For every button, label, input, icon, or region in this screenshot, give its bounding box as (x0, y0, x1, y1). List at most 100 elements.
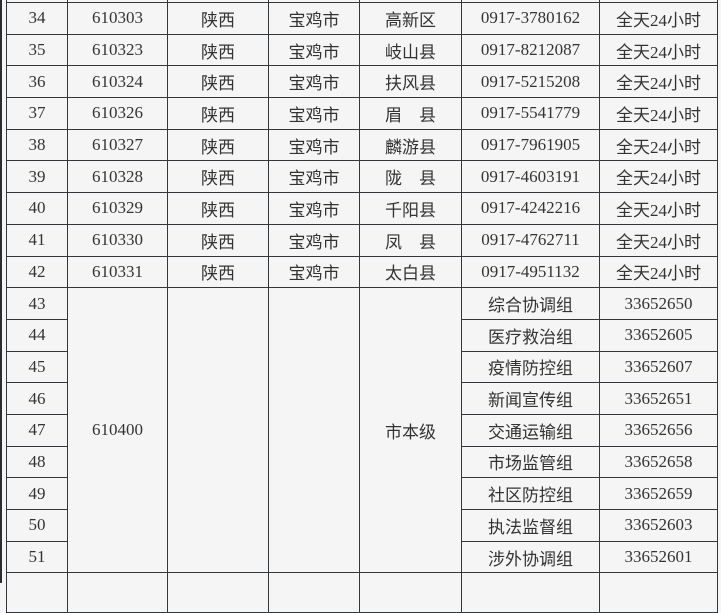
hours-cell: 全天24小时 (599, 192, 718, 225)
merged-empty-province-cell (167, 287, 269, 574)
phone-cell: 0917-5215208 (461, 65, 600, 99)
seq-cell: 34 (6, 2, 68, 35)
province-cell: 陕西 (167, 128, 269, 162)
table-row: 39 610328 陕西 宝鸡市 陇 县 0917-4603191 全天24小时 (6, 160, 718, 194)
code-cell: 610330 (67, 223, 168, 257)
group-cell: 社区防控组 (461, 477, 600, 510)
seq-cell: 38 (6, 128, 68, 162)
province-cell: 陕西 (167, 2, 269, 35)
table-row: 48 市场监管组 33652658 (6, 445, 718, 479)
hours-cell: 全天24小时 (599, 128, 718, 162)
seq-cell: 45 (6, 350, 68, 384)
hours-cell (599, 0, 718, 3)
table-row: 36 610324 陕西 宝鸡市 扶风县 0917-5215208 全天24小时 (6, 65, 718, 99)
table-row: 35 610323 陕西 宝鸡市 岐山县 0917-8212087 全天24小时 (6, 33, 718, 67)
hours-cell: 全天24小时 (599, 255, 718, 289)
group-cell: 疫情防控组 (461, 350, 600, 384)
province-cell: 陕西 (167, 160, 269, 194)
merged-code-cell: 610400 (67, 287, 168, 574)
district-cell: 眉 县 (359, 97, 462, 130)
table-row: 37 610326 陕西 宝鸡市 眉 县 0917-5541779 全天24小时 (6, 97, 718, 130)
code-cell: 610324 (67, 65, 168, 99)
district-cell: 岐山县 (359, 33, 462, 67)
phone-cell: 0917-4242216 (461, 192, 600, 225)
district-cell: 扶风县 (359, 65, 462, 99)
seq-cell: 51 (6, 540, 68, 574)
seq-cell: 36 (6, 65, 68, 99)
city-cell: 宝鸡市 (268, 223, 360, 257)
province-cell: 陕西 (167, 192, 269, 225)
code-cell: 610329 (67, 192, 168, 225)
seq-cell (6, 572, 68, 613)
city-cell: 宝鸡市 (268, 97, 360, 130)
seq-cell: 37 (6, 97, 68, 130)
district-cell: 高新区 (359, 2, 462, 35)
table-row: 50 执法监督组 33652603 (6, 509, 718, 542)
group-cell: 执法监督组 (461, 509, 600, 542)
extension-cell: 33652658 (599, 445, 718, 479)
city-cell: 宝鸡市 (268, 160, 360, 194)
hours-cell (599, 572, 718, 613)
extension-cell: 33652603 (599, 509, 718, 542)
province-cell (167, 572, 269, 613)
table-row: 46 新闻宣传组 33652651 (6, 382, 718, 415)
province-cell: 陕西 (167, 97, 269, 130)
seq-cell: 39 (6, 160, 68, 194)
group-cell: 市场监管组 (461, 445, 600, 479)
city-cell (268, 572, 360, 613)
extension-cell: 33652601 (599, 540, 718, 574)
phone-cell: 0917-4603191 (461, 160, 600, 194)
city-cell: 宝鸡市 (268, 128, 360, 162)
table-row: 41 610330 陕西 宝鸡市 凤 县 0917-4762711 全天24小时 (6, 223, 718, 257)
seq-cell: 46 (6, 382, 68, 415)
extension-cell: 33652659 (599, 477, 718, 510)
district-cell: 麟游县 (359, 128, 462, 162)
city-cell: 宝鸡市 (268, 2, 360, 35)
hours-cell: 全天24小时 (599, 223, 718, 257)
hours-cell: 全天24小时 (599, 2, 718, 35)
hours-cell: 全天24小时 (599, 97, 718, 130)
hours-cell: 全天24小时 (599, 33, 718, 67)
phone-cell: 0917-4762711 (461, 223, 600, 257)
group-cell: 新闻宣传组 (461, 382, 600, 415)
table-row: 45 疫情防控组 33652607 (6, 350, 718, 384)
extension-cell: 33652656 (599, 413, 718, 447)
city-cell: 宝鸡市 (268, 65, 360, 99)
seq-cell: 48 (6, 445, 68, 479)
code-cell: 610303 (67, 2, 168, 35)
phone-cell (461, 572, 600, 613)
table-row: 42 610331 陕西 宝鸡市 太白县 0917-4951132 全天24小时 (6, 255, 718, 289)
phone-cell: 0917-4951132 (461, 255, 600, 289)
seq-cell: 50 (6, 509, 68, 542)
extension-cell: 33652650 (599, 287, 718, 320)
code-cell: 610323 (67, 33, 168, 67)
extension-cell: 33652651 (599, 382, 718, 415)
table-row: 43 610400 市本级 综合协调组 33652650 (6, 287, 718, 574)
province-cell: 陕西 (167, 33, 269, 67)
table-row-cut-top (6, 0, 718, 3)
city-cell: 宝鸡市 (268, 192, 360, 225)
code-cell (67, 572, 168, 613)
extension-cell: 33652605 (599, 318, 718, 352)
phone-cell: 0917-5541779 (461, 97, 600, 130)
seq-cell: 42 (6, 255, 68, 289)
province-cell: 陕西 (167, 223, 269, 257)
seq-cell: 44 (6, 318, 68, 352)
table-row-cut-bottom (6, 572, 718, 613)
page-left-edge (0, 0, 2, 583)
group-cell: 涉外协调组 (461, 540, 600, 574)
merged-district-cell: 市本级 (359, 287, 462, 574)
hotline-directory-table: 34 610303 陕西 宝鸡市 高新区 0917-3780162 全天24小时… (6, 0, 718, 613)
province-cell: 陕西 (167, 65, 269, 99)
district-cell: 陇 县 (359, 160, 462, 194)
seq-cell: 43 (6, 287, 68, 320)
merged-empty-city-cell (268, 287, 360, 574)
province-cell: 陕西 (167, 255, 269, 289)
group-cell: 交通运输组 (461, 413, 600, 447)
table-row: 44 医疗救治组 33652605 (6, 318, 718, 352)
extension-cell: 33652607 (599, 350, 718, 384)
seq-cell: 41 (6, 223, 68, 257)
city-cell: 宝鸡市 (268, 255, 360, 289)
seq-cell: 40 (6, 192, 68, 225)
district-cell: 太白县 (359, 255, 462, 289)
